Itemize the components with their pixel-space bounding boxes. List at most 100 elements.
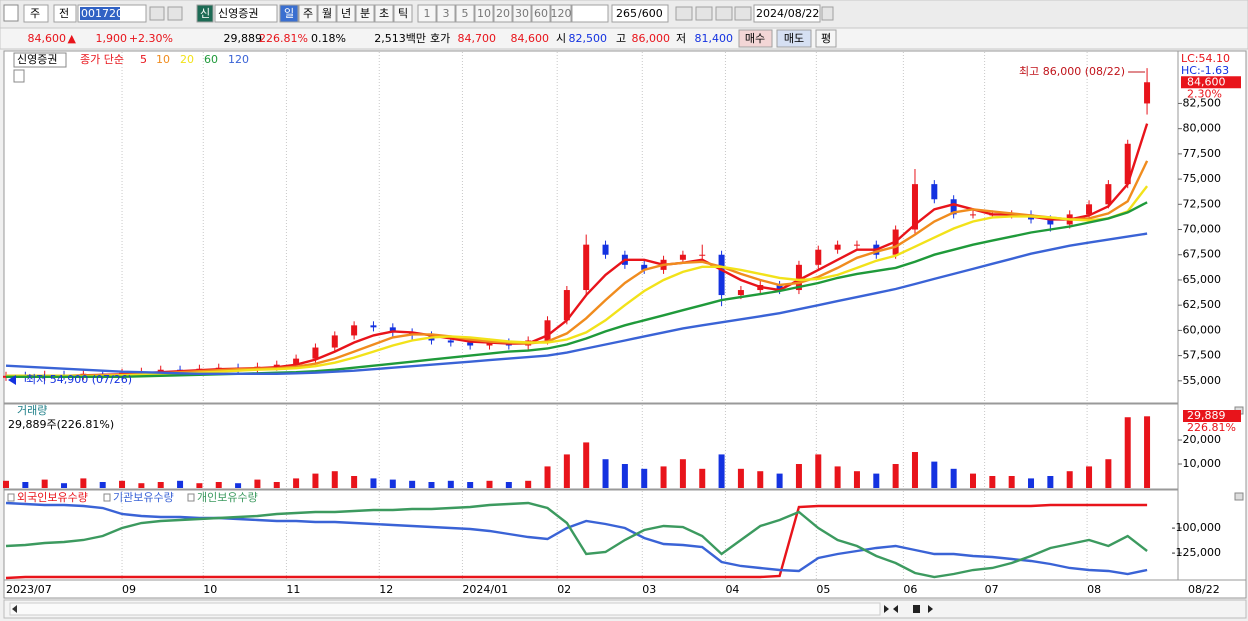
quote-amount: 2,513백만 (374, 32, 426, 45)
series-line (5, 501, 1148, 576)
menu-icon[interactable] (3, 4, 19, 22)
legend-item: 20 (180, 53, 194, 66)
interval-select[interactable] (571, 4, 609, 23)
right-axis (1177, 50, 1247, 581)
buy-button[interactable] (738, 29, 773, 48)
candle-body (583, 244, 590, 291)
date: 2024/08/22 (756, 7, 819, 20)
tool-icon[interactable] (149, 6, 165, 21)
hc-label: HC:-1.63 (1181, 64, 1229, 77)
candle-body (911, 184, 918, 230)
candle-body (312, 347, 319, 359)
period-button[interactable] (374, 4, 394, 23)
name-box[interactable] (214, 4, 278, 23)
sell-button[interactable] (776, 29, 812, 48)
avg-button[interactable] (815, 29, 837, 48)
sell: 매도 (784, 32, 804, 45)
prev-button[interactable] (53, 4, 77, 23)
interval-label: 60 (534, 7, 548, 20)
playback-buttons[interactable] (884, 605, 933, 613)
market-select[interactable] (23, 4, 49, 23)
x-tick-label: 11 (286, 583, 300, 596)
date-box[interactable] (753, 4, 821, 23)
price-panel (3, 50, 1179, 404)
period-button[interactable] (317, 4, 337, 23)
count-box[interactable] (611, 4, 669, 23)
legend-item: 기관보유수량 (113, 491, 174, 504)
volume-bar (41, 479, 48, 488)
period-label: 년 (341, 7, 351, 20)
quote-ask-label: 호가 (430, 32, 450, 45)
volume-bar (1047, 476, 1054, 488)
period-button[interactable] (393, 4, 413, 23)
volume-bar (3, 480, 9, 488)
candle-body (486, 342, 493, 346)
legend-item: 5 (140, 53, 147, 66)
legend-item: 외국인보유수량 (17, 491, 88, 504)
volume-bar (718, 454, 725, 488)
last-volume-box (1183, 410, 1241, 422)
interval-button[interactable] (474, 4, 494, 23)
volume-bar (254, 479, 261, 488)
y-tick-label: 70,000 (1183, 223, 1222, 236)
volume-bar (776, 473, 783, 488)
interval-button[interactable] (531, 4, 551, 23)
volume-bar (1008, 476, 1015, 488)
title-box (13, 52, 67, 68)
volume-bar (293, 478, 300, 488)
tool-icon[interactable] (675, 6, 693, 21)
tool-icon[interactable] (167, 6, 183, 21)
candle-body (969, 214, 976, 216)
interval-button[interactable] (436, 4, 456, 23)
panel-icon[interactable] (13, 69, 25, 83)
volume-bar (679, 459, 686, 488)
period-button[interactable] (336, 4, 356, 23)
tool-icon[interactable] (715, 6, 733, 21)
interval-button[interactable] (417, 4, 437, 23)
quote-high-label: 고 (616, 32, 626, 45)
candle-body (544, 320, 551, 341)
interval-button[interactable] (550, 4, 572, 23)
volume-bar (119, 480, 126, 488)
series-line (5, 232, 1148, 375)
candle-body (1086, 204, 1093, 215)
interval-button[interactable] (455, 4, 475, 23)
candle-body (834, 244, 841, 250)
period-button[interactable] (298, 4, 318, 23)
scroll-left[interactable] (12, 605, 17, 613)
quote-high: 86,000 (632, 32, 671, 45)
volume-bar (834, 466, 841, 488)
volume-bar (312, 473, 319, 488)
panel-close[interactable] (1234, 492, 1244, 501)
calendar-icon[interactable] (821, 6, 834, 21)
period-button[interactable] (279, 4, 299, 23)
interval-button[interactable] (512, 4, 532, 23)
quote-bar-bg (0, 27, 1248, 50)
y-tick-label: 60,000 (1183, 323, 1222, 336)
volume-bar (525, 480, 532, 488)
x-tick-label: 02 (557, 583, 571, 596)
code-highlight (80, 7, 120, 20)
tool-icon[interactable] (695, 6, 713, 21)
ma-label: 종가 단순 (80, 53, 124, 66)
legend-swatch (187, 493, 195, 502)
interval-button[interactable] (493, 4, 513, 23)
candle-body (795, 264, 802, 291)
quote-low-label: 저 (676, 32, 686, 45)
legend-swatch (103, 493, 111, 502)
quote-open-label: 시 (556, 32, 566, 45)
period-button[interactable] (355, 4, 375, 23)
x-tick-label: 09 (122, 583, 136, 596)
volume-panel (3, 403, 1179, 490)
avg: 평 (821, 32, 831, 45)
candle-body (1105, 184, 1112, 205)
tool-icon[interactable] (734, 6, 752, 21)
quote-open: 82,500 (569, 32, 608, 45)
y-tick-label: 55,000 (1183, 374, 1222, 387)
volume-bar (80, 478, 87, 488)
volume-bar (409, 480, 416, 488)
scroll-track[interactable] (9, 602, 881, 616)
quote-volume-ratio: 226.81% (259, 32, 308, 45)
quote-bid: 84,600 (511, 32, 550, 45)
